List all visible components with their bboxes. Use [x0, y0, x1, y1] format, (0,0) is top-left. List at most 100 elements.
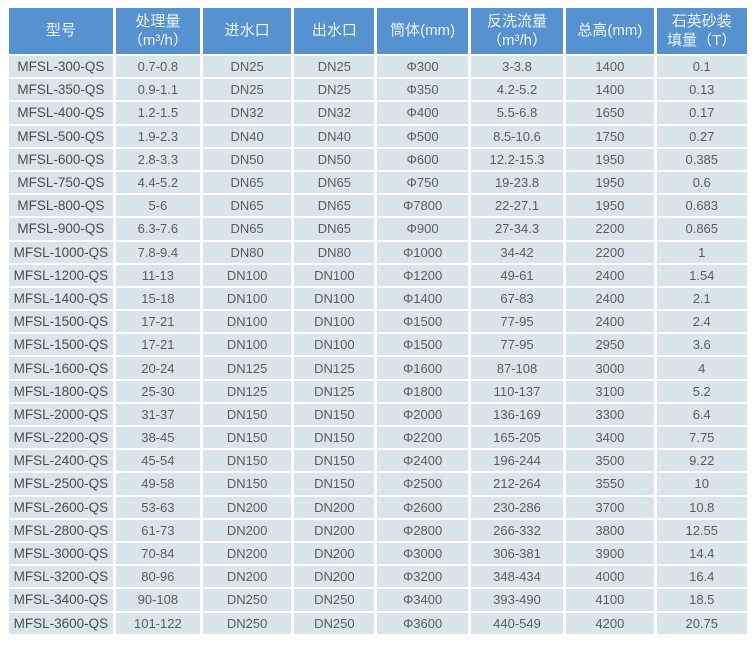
cell-model: MFSL-1500-QS: [9, 311, 113, 333]
cell-height: 4200: [566, 612, 654, 634]
cell-backwash: 230-286: [470, 496, 564, 518]
cell-inlet: DN100: [202, 287, 292, 310]
cell-body: Φ1400: [377, 287, 468, 310]
cell-outlet: DN65: [294, 218, 375, 240]
cell-body: Φ1500: [377, 334, 468, 356]
table-row: MFSL-3200-QS 80-96 DN200 DN200 Φ3200 348-434 4…: [9, 566, 747, 588]
cell-height: 3000: [566, 357, 654, 379]
cell-height: 4000: [566, 566, 654, 588]
cell-height: 1950: [566, 171, 654, 194]
table-row: MFSL-500-QS 1.9-2.3 DN40 DN40 Φ500 8.5-10.6 17…: [9, 125, 747, 147]
cell-body: Φ3000: [377, 542, 468, 565]
cell-backwash: 77-95: [470, 311, 564, 333]
cell-sand: 2.1: [656, 287, 747, 310]
cell-model: MFSL-1500-QS: [9, 334, 113, 356]
cell-model: MFSL-1600-QS: [9, 357, 113, 379]
column-header-backwash: 反洗流量 （m³/h）: [470, 8, 564, 54]
cell-inlet: DN125: [202, 380, 292, 402]
cell-body: Φ1200: [377, 264, 468, 286]
cell-inlet: DN40: [202, 125, 292, 147]
cell-height: 3900: [566, 542, 654, 565]
cell-backwash: 4.2-5.2: [470, 79, 564, 101]
cell-inlet: DN125: [202, 357, 292, 379]
cell-sand: 14.4: [656, 542, 747, 565]
cell-outlet: DN100: [294, 287, 375, 310]
cell-height: 2200: [566, 218, 654, 240]
cell-body: Φ1000: [377, 241, 468, 263]
cell-height: 2400: [566, 264, 654, 286]
cell-height: 3700: [566, 496, 654, 518]
header-row: 型号 处理量 （m³/h） 进水口 出水口 筒体(mm) 反洗流量 （m³/h） 总高(mm) 石…: [9, 8, 747, 54]
cell-sand: 18.5: [656, 589, 747, 611]
cell-height: 1400: [566, 79, 654, 101]
cell-inlet: DN200: [202, 519, 292, 541]
cell-inlet: DN65: [202, 171, 292, 194]
cell-capacity: 2.8-3.3: [115, 148, 200, 170]
table-row: MFSL-1200-QS 11-13 DN100 DN100 Φ1200 49-61 240…: [9, 264, 747, 286]
cell-backwash: 440-549: [470, 612, 564, 634]
table-row: MFSL-1400-QS 15-18 DN100 DN100 Φ1400 67-83 240…: [9, 287, 747, 310]
cell-backwash: 77-95: [470, 334, 564, 356]
cell-capacity: 4.4-5.2: [115, 171, 200, 194]
cell-inlet: DN65: [202, 195, 292, 217]
cell-capacity: 0.7-0.8: [115, 56, 200, 78]
table-row: MFSL-3600-QS 101-122 DN250 DN250 Φ3600 440-54…: [9, 612, 747, 634]
cell-outlet: DN25: [294, 56, 375, 78]
cell-body: Φ400: [377, 102, 468, 124]
cell-capacity: 7.8-9.4: [115, 241, 200, 263]
cell-backwash: 12.2-15.3: [470, 148, 564, 170]
table-row: MFSL-2500-QS 49-58 DN150 DN150 Φ2500 212-264 3…: [9, 473, 747, 495]
cell-outlet: DN100: [294, 334, 375, 356]
cell-body: Φ3200: [377, 566, 468, 588]
cell-backwash: 27-34.3: [470, 218, 564, 240]
cell-model: MFSL-1200-QS: [9, 264, 113, 286]
cell-outlet: DN200: [294, 519, 375, 541]
cell-model: MFSL-900-QS: [9, 218, 113, 240]
cell-backwash: 110-137: [470, 380, 564, 402]
cell-height: 1400: [566, 56, 654, 78]
cell-inlet: DN250: [202, 612, 292, 634]
cell-sand: 7.75: [656, 427, 747, 449]
cell-capacity: 15-18: [115, 287, 200, 310]
table-row: MFSL-2800-QS 61-73 DN200 DN200 Φ2800 266-332 3…: [9, 519, 747, 541]
cell-inlet: DN200: [202, 496, 292, 518]
cell-body: Φ900: [377, 218, 468, 240]
cell-capacity: 101-122: [115, 612, 200, 634]
cell-sand: 20.75: [656, 612, 747, 634]
cell-height: 3500: [566, 450, 654, 472]
cell-outlet: DN100: [294, 264, 375, 286]
cell-capacity: 53-63: [115, 496, 200, 518]
cell-sand: 10: [656, 473, 747, 495]
cell-outlet: DN200: [294, 496, 375, 518]
cell-sand: 0.6: [656, 171, 747, 194]
cell-backwash: 136-169: [470, 403, 564, 425]
cell-model: MFSL-3400-QS: [9, 589, 113, 611]
cell-model: MFSL-2200-QS: [9, 427, 113, 449]
cell-model: MFSL-2000-QS: [9, 403, 113, 425]
column-header-sand: 石英砂装 填量（T）: [656, 8, 747, 54]
cell-height: 1650: [566, 102, 654, 124]
cell-height: 3300: [566, 403, 654, 425]
table-row: MFSL-600-QS 2.8-3.3 DN50 DN50 Φ600 12.2-15.3 1…: [9, 148, 747, 170]
cell-outlet: DN250: [294, 589, 375, 611]
cell-outlet: DN150: [294, 403, 375, 425]
cell-body: Φ350: [377, 79, 468, 101]
cell-model: MFSL-300-QS: [9, 56, 113, 78]
table-header: 型号 处理量 （m³/h） 进水口 出水口 筒体(mm) 反洗流量 （m³/h） 总高(mm) 石…: [9, 8, 747, 54]
cell-backwash: 34-42: [470, 241, 564, 263]
column-header-inlet: 进水口: [202, 8, 292, 54]
cell-sand: 0.27: [656, 125, 747, 147]
cell-backwash: 212-264: [470, 473, 564, 495]
cell-backwash: 196-244: [470, 450, 564, 472]
table-row: MFSL-350-QS 0.9-1.1 DN25 DN25 Φ350 4.2-5.2 140…: [9, 79, 747, 101]
cell-model: MFSL-3600-QS: [9, 612, 113, 634]
cell-body: Φ1600: [377, 357, 468, 379]
cell-inlet: DN100: [202, 264, 292, 286]
cell-sand: 3.6: [656, 334, 747, 356]
cell-backwash: 266-332: [470, 519, 564, 541]
cell-height: 3100: [566, 380, 654, 402]
table-row: MFSL-2400-QS 45-54 DN150 DN150 Φ2400 196-244 3…: [9, 450, 747, 472]
cell-inlet: DN200: [202, 566, 292, 588]
cell-inlet: DN50: [202, 148, 292, 170]
cell-model: MFSL-750-QS: [9, 171, 113, 194]
